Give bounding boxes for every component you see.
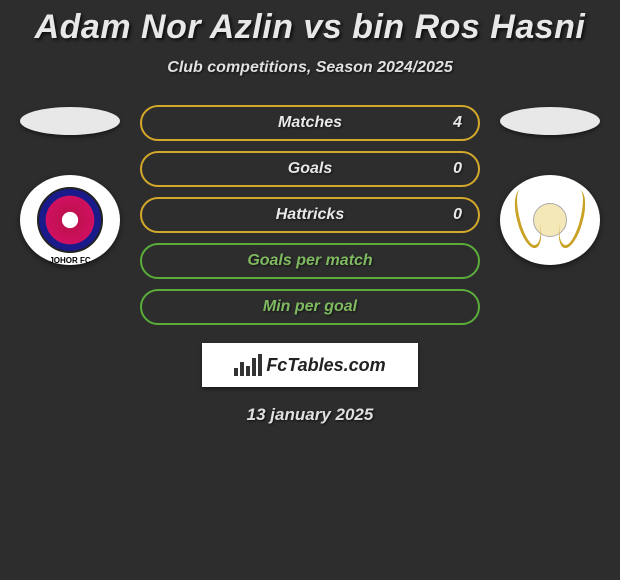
comparison-card: Adam Nor Azlin vs bin Ros Hasni Club com… [0,0,620,425]
terengganu-logo [515,183,585,257]
johor-fc-logo [37,187,103,253]
date-label: 13 january 2025 [0,405,620,425]
stats-list: Matches 4 Goals 0 Hattricks 0 Goals per … [140,105,480,325]
right-column [500,107,600,265]
page-subtitle: Club competitions, Season 2024/2025 [0,59,620,77]
club-badge-right [500,175,600,265]
stat-row-goals-per-match: Goals per match [140,243,480,279]
player-silhouette-right [500,107,600,135]
stat-row-hattricks: Hattricks 0 [140,197,480,233]
stat-label: Goals per match [247,252,372,270]
stat-right-value: 0 [453,206,462,224]
stat-label: Min per goal [263,298,357,316]
bar-chart-icon [234,354,262,376]
stat-right-value: 0 [453,160,462,178]
player-silhouette-left [20,107,120,135]
main-row: Matches 4 Goals 0 Hattricks 0 Goals per … [0,107,620,325]
brand-label: FcTables.com [266,355,385,376]
club-badge-left [20,175,120,265]
stat-row-min-per-goal: Min per goal [140,289,480,325]
stat-label: Goals [288,160,332,178]
page-title: Adam Nor Azlin vs bin Ros Hasni [0,8,620,47]
stat-row-goals: Goals 0 [140,151,480,187]
brand-box[interactable]: FcTables.com [202,343,418,387]
stat-right-value: 4 [453,114,462,132]
stat-row-matches: Matches 4 [140,105,480,141]
stat-label: Hattricks [276,206,344,224]
stat-label: Matches [278,114,342,132]
left-column [20,107,120,265]
